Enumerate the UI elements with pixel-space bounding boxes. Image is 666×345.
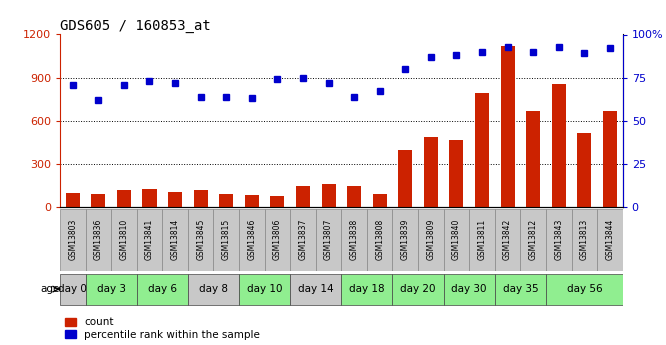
Bar xyxy=(296,186,310,207)
Text: GSM13845: GSM13845 xyxy=(196,219,205,260)
Bar xyxy=(60,274,85,305)
Bar xyxy=(342,274,392,305)
Bar xyxy=(168,192,182,207)
Bar xyxy=(188,209,213,271)
Bar xyxy=(290,274,342,305)
Text: day 6: day 6 xyxy=(148,284,176,294)
Text: GSM13807: GSM13807 xyxy=(324,219,333,260)
Bar xyxy=(117,190,131,207)
Text: GSM13846: GSM13846 xyxy=(247,219,256,260)
Bar xyxy=(213,209,239,271)
Bar xyxy=(526,111,540,207)
Bar xyxy=(290,209,316,271)
Text: GSM13842: GSM13842 xyxy=(503,219,512,260)
Bar xyxy=(188,274,239,305)
Bar xyxy=(546,274,623,305)
Bar xyxy=(322,184,336,207)
Text: GSM13837: GSM13837 xyxy=(298,219,308,260)
Bar xyxy=(66,193,80,207)
Bar xyxy=(245,195,259,207)
Legend: count, percentile rank within the sample: count, percentile rank within the sample xyxy=(65,317,260,340)
Text: day 0: day 0 xyxy=(59,284,87,294)
Bar xyxy=(342,209,367,271)
Text: GSM13812: GSM13812 xyxy=(529,219,537,260)
Bar xyxy=(424,137,438,207)
Bar xyxy=(194,190,208,207)
Text: day 30: day 30 xyxy=(452,284,487,294)
Bar xyxy=(85,209,111,271)
Text: day 14: day 14 xyxy=(298,284,334,294)
Text: GSM13843: GSM13843 xyxy=(554,219,563,260)
Bar xyxy=(571,209,597,271)
Bar xyxy=(444,209,470,271)
Text: GSM13815: GSM13815 xyxy=(222,219,230,260)
Text: GSM13838: GSM13838 xyxy=(350,219,358,260)
Bar xyxy=(546,209,571,271)
Text: GSM13808: GSM13808 xyxy=(375,219,384,260)
Bar xyxy=(137,209,163,271)
Bar xyxy=(373,194,387,207)
Text: day 18: day 18 xyxy=(349,284,385,294)
Bar xyxy=(239,274,290,305)
Bar xyxy=(60,209,85,271)
Bar xyxy=(137,274,188,305)
Bar xyxy=(316,209,341,271)
Text: GSM13803: GSM13803 xyxy=(68,219,77,260)
Bar xyxy=(597,209,623,271)
Bar xyxy=(475,93,489,207)
Bar xyxy=(495,274,546,305)
Bar xyxy=(270,196,284,207)
Text: day 3: day 3 xyxy=(97,284,126,294)
Bar xyxy=(367,209,392,271)
Bar xyxy=(603,111,617,207)
Text: age: age xyxy=(41,284,60,294)
Text: day 8: day 8 xyxy=(199,284,228,294)
Text: GSM13839: GSM13839 xyxy=(401,219,410,260)
Bar xyxy=(444,274,495,305)
Text: GSM13814: GSM13814 xyxy=(170,219,180,260)
Text: GSM13813: GSM13813 xyxy=(580,219,589,260)
Text: day 20: day 20 xyxy=(400,284,436,294)
Text: GSM13836: GSM13836 xyxy=(94,219,103,260)
Text: GSM13844: GSM13844 xyxy=(605,219,615,260)
Bar xyxy=(520,209,546,271)
Text: GSM13809: GSM13809 xyxy=(426,219,436,260)
Bar xyxy=(450,140,464,207)
Bar xyxy=(347,186,361,207)
Bar xyxy=(551,84,566,207)
Text: day 35: day 35 xyxy=(503,284,538,294)
Bar xyxy=(398,150,412,207)
Bar xyxy=(264,209,290,271)
Text: day 56: day 56 xyxy=(567,284,602,294)
Text: day 10: day 10 xyxy=(247,284,282,294)
Bar xyxy=(501,46,515,207)
Bar xyxy=(418,209,444,271)
Bar xyxy=(163,209,188,271)
Text: GSM13806: GSM13806 xyxy=(273,219,282,260)
Bar xyxy=(392,209,418,271)
Text: GSM13841: GSM13841 xyxy=(145,219,154,260)
Bar xyxy=(91,194,105,207)
Text: GSM13810: GSM13810 xyxy=(119,219,129,260)
Bar xyxy=(392,274,444,305)
Bar xyxy=(577,133,591,207)
Bar xyxy=(85,274,137,305)
Bar xyxy=(219,194,233,207)
Bar xyxy=(495,209,520,271)
Bar xyxy=(470,209,495,271)
Text: GSM13811: GSM13811 xyxy=(478,219,487,260)
Bar xyxy=(143,189,157,207)
Text: GSM13840: GSM13840 xyxy=(452,219,461,260)
Text: GDS605 / 160853_at: GDS605 / 160853_at xyxy=(60,19,210,33)
Bar xyxy=(239,209,264,271)
Bar xyxy=(111,209,137,271)
